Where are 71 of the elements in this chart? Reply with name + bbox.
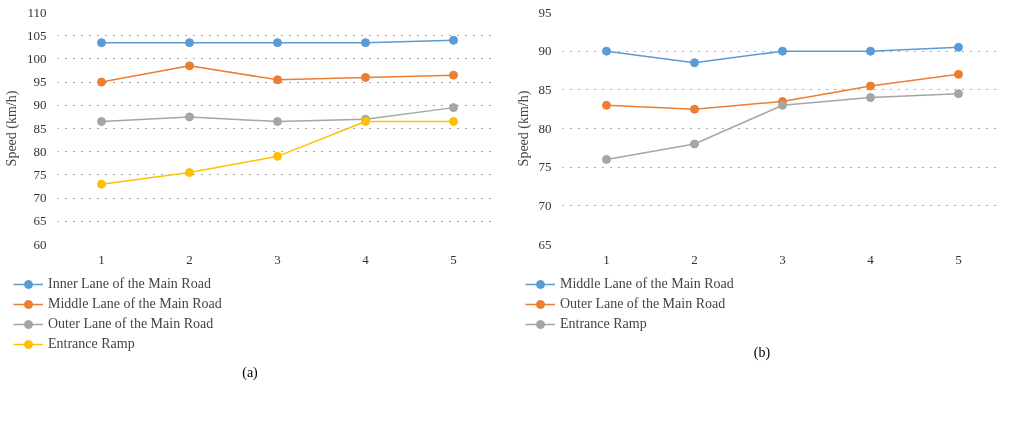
x-tick-label: 3 (779, 251, 786, 267)
legend-label: Entrance Ramp (48, 336, 135, 352)
point (449, 117, 458, 127)
y-tick-label: 95 (538, 4, 552, 20)
y-tick-label: 75 (33, 166, 47, 182)
x-tick-label: 2 (691, 251, 698, 267)
point (602, 154, 611, 164)
point (273, 75, 282, 85)
y-tick-label: 90 (538, 43, 552, 59)
y-axis-title: Speed (km/h) (4, 90, 20, 167)
x-tick-label: 4 (867, 251, 875, 267)
text: (b) (753, 344, 771, 362)
point (273, 151, 282, 161)
x-tick-label: 3 (274, 251, 281, 267)
y-tick-label: 85 (33, 120, 47, 136)
y-axis-title: Speed (km/h) (515, 90, 532, 167)
point (361, 38, 370, 48)
x-tick-label: 1 (603, 251, 610, 267)
point (690, 139, 699, 149)
legend-label: Middle Lane of the Main Road (48, 296, 222, 312)
point (866, 46, 875, 56)
point (449, 70, 458, 80)
y-tick-label: 65 (33, 213, 47, 229)
legend-label: Entrance Ramp (560, 316, 647, 332)
y-tick-label: 85 (538, 81, 552, 97)
point (97, 117, 106, 127)
y-tick-label: 100 (27, 50, 47, 66)
point (954, 42, 963, 52)
legend-label: Outer Lane of the Main Road (48, 316, 214, 332)
point (97, 38, 106, 48)
point (449, 35, 458, 45)
y-tick-label: 70 (33, 190, 47, 206)
x-tick-label: 5 (955, 251, 962, 267)
point (97, 179, 106, 189)
x-tick-label: 1 (98, 251, 105, 267)
point (954, 69, 963, 79)
legend-label: Middle Lane of the Main Road (560, 276, 734, 292)
point (361, 72, 370, 82)
point (690, 104, 699, 114)
point (97, 77, 106, 87)
y-tick-label: 65 (538, 236, 552, 252)
point (866, 81, 875, 91)
point (449, 103, 458, 113)
point (602, 100, 611, 110)
x-tick-label: 4 (362, 251, 370, 267)
y-tick-label: 105 (27, 27, 47, 43)
y-tick-label: 60 (33, 236, 47, 252)
point (185, 168, 194, 178)
y-tick-label: 80 (33, 143, 47, 159)
point (690, 58, 699, 68)
y-tick-label: 80 (538, 120, 552, 136)
point (778, 46, 787, 56)
point (185, 112, 194, 122)
point (273, 117, 282, 127)
point (866, 93, 875, 103)
point (185, 61, 194, 71)
point (273, 38, 282, 48)
y-tick-label: 70 (538, 197, 552, 213)
legend-label: Inner Lane of the Main Road (48, 276, 211, 292)
point (778, 100, 787, 110)
text: (a) (242, 364, 258, 382)
legend-label: Outer Lane of the Main Road (560, 296, 726, 312)
x-tick-label: 2 (186, 251, 193, 267)
y-tick-label: 95 (33, 74, 47, 90)
y-tick-label: 110 (27, 4, 47, 20)
point (602, 46, 611, 56)
y-tick-label: 90 (33, 97, 47, 113)
x-tick-label: 5 (450, 251, 457, 267)
point (185, 38, 194, 48)
y-tick-label: 75 (538, 159, 552, 175)
point (954, 89, 963, 99)
